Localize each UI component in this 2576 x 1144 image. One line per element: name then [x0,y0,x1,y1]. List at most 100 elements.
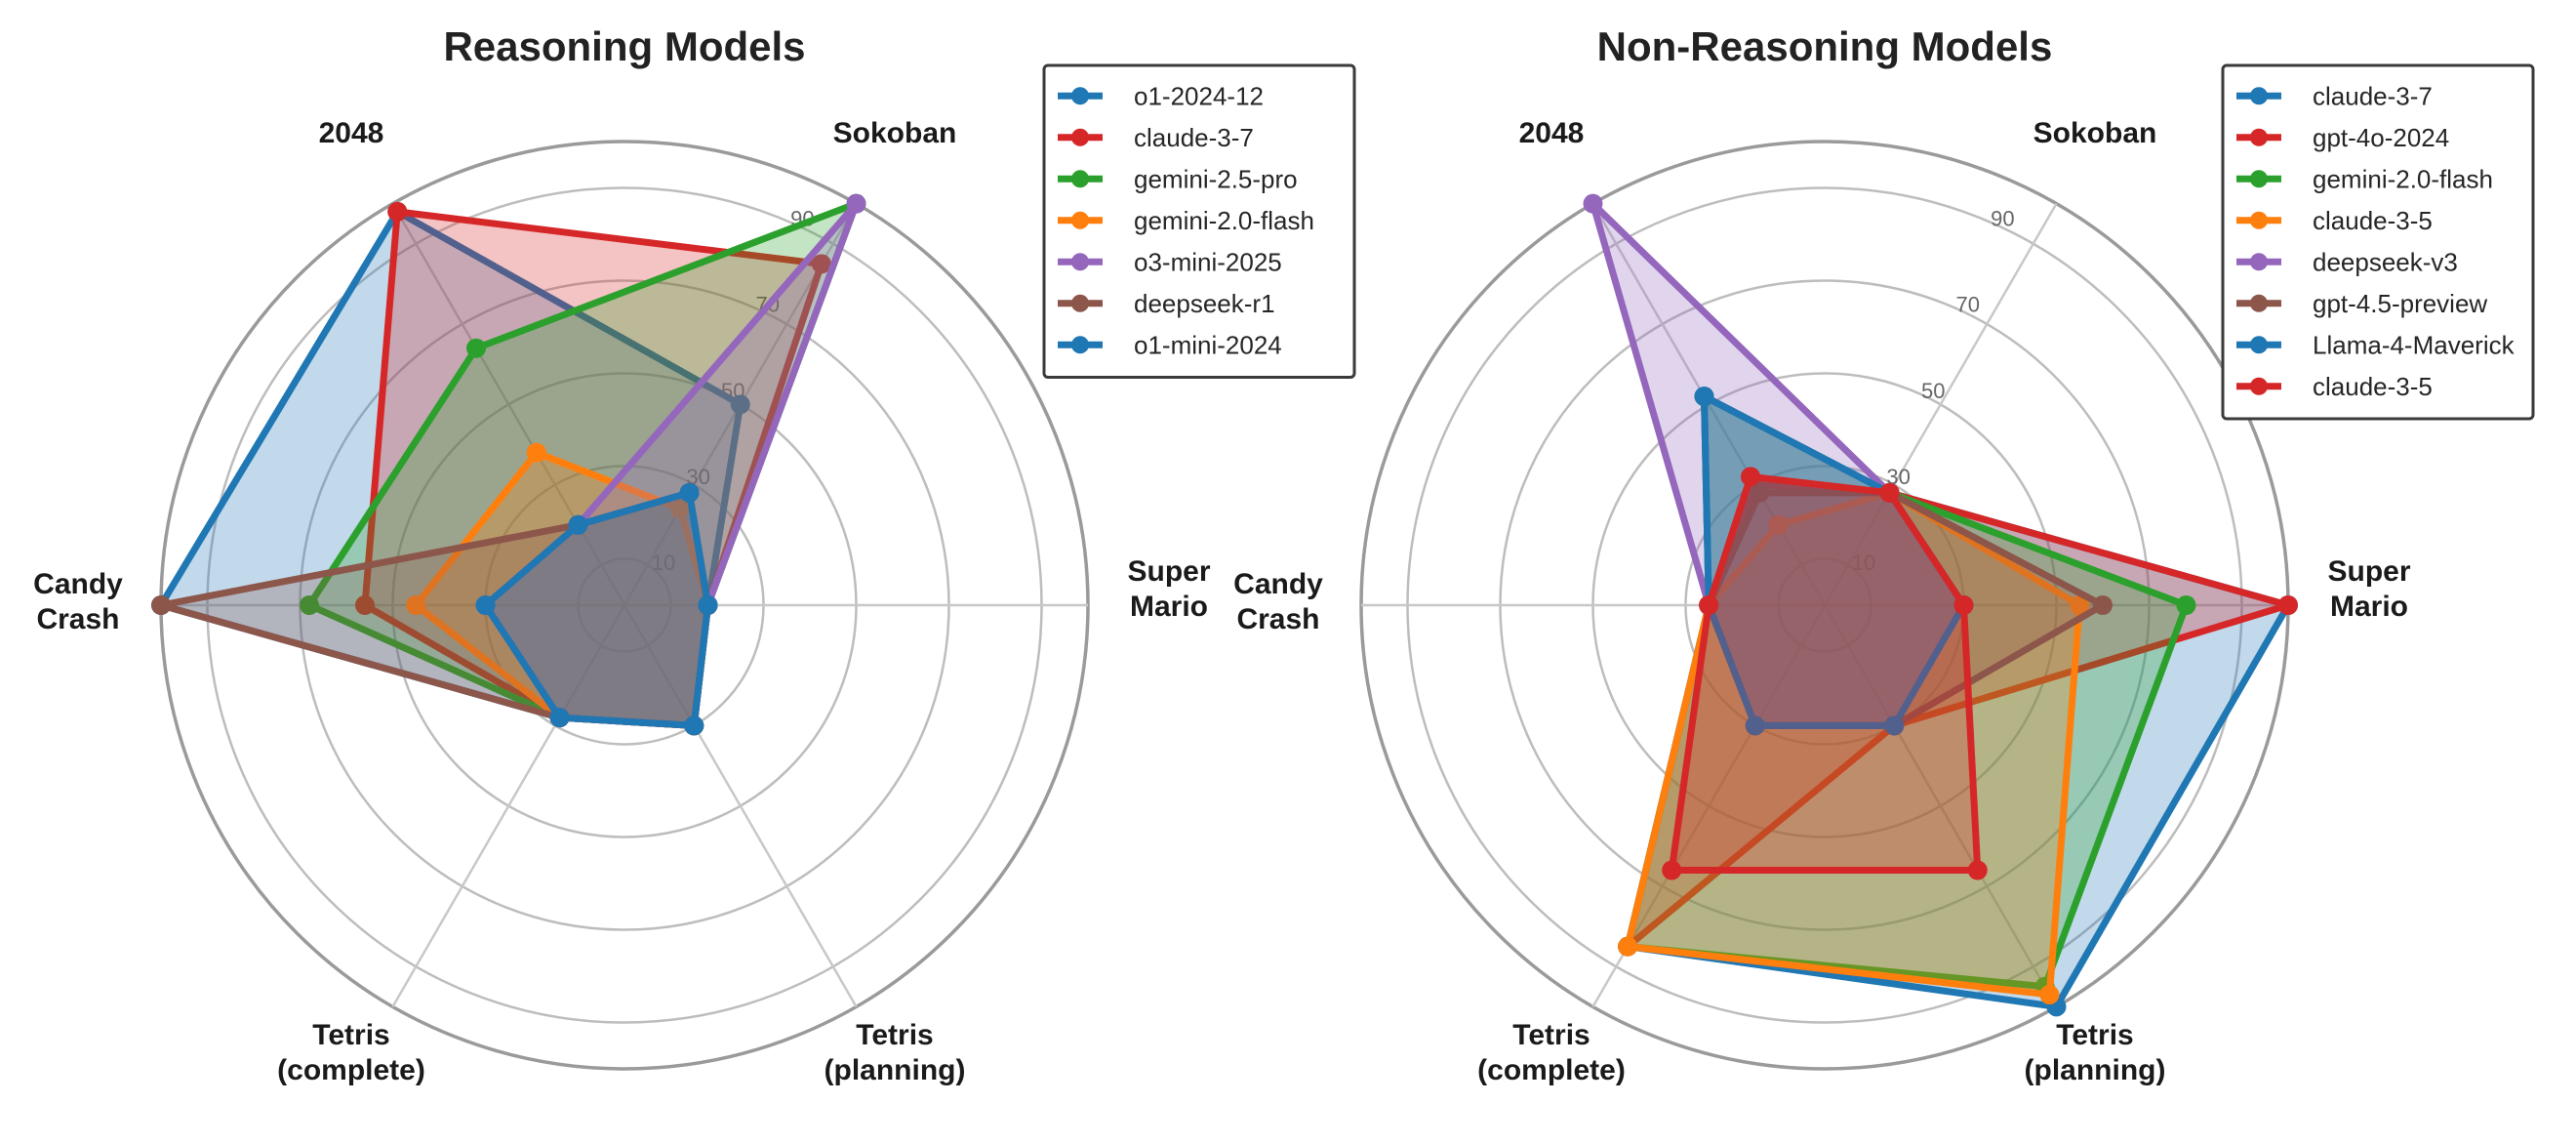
legend: o1-2024-12 claude-3-7 gemini-2.5-pro gemini… [1042,63,1356,379]
data-point [568,514,588,535]
axis-label: Candy Crash [33,568,123,635]
legend-marker [2250,377,2268,395]
data-point [1884,715,1905,736]
axis-spoke [623,604,858,1007]
axis-spoke [391,203,626,606]
legend-label: gemini-2.5-pro [1134,164,1298,193]
legend-label: gpt-4.5-preview [2313,289,2487,318]
data-point [475,595,496,615]
axis-label: Candy Crash [1233,568,1323,635]
data-point [355,595,375,615]
data-point [2093,595,2113,615]
legend-entry: claude-3-7 [1058,123,1254,152]
data-point [2039,985,2060,1005]
axis-label: Tetris (planning) [2025,1019,2166,1086]
legend-label: o1-mini-2024 [1134,330,1282,359]
legend-entry: claude-3-5 [2236,206,2433,235]
axis-spoke [391,604,626,1007]
data-point [1745,715,1765,736]
axis-spoke [1823,203,2058,606]
data-point [846,193,866,214]
data-point [300,595,319,615]
legend-marker [1071,170,1089,188]
radial-tick-label: 90 [1991,207,2014,231]
data-point [2176,595,2196,615]
data-point [406,595,426,615]
legend-marker [2250,170,2268,188]
data-point [526,442,546,463]
axis-label: Super Mario [1127,555,1210,623]
legend-entry: o1-mini-2024 [1058,330,1282,359]
legend-box [1042,63,1356,379]
legend-marker [2250,128,2268,146]
legend-marker [2250,211,2268,229]
data-point [151,595,171,615]
legend-label: gemini-2.0-flash [1134,206,1314,235]
data-point [1967,860,1988,880]
legend-entry: gpt-4.5-preview [2236,289,2487,318]
data-point [698,595,718,615]
data-point [1750,482,1770,503]
legend-marker [1071,128,1089,146]
data-point [2278,595,2298,615]
data-point [387,201,408,222]
data-point [670,499,690,519]
legend: claude-3-7 gpt-4o-2024 gemini-2.0-flash cla… [2221,63,2535,421]
radial-tick-label: 10 [1852,551,1875,575]
data-point [1699,595,1719,615]
data-point [1768,514,1789,535]
axis-label: Tetris (complete) [277,1019,425,1086]
legend-box [2221,63,2535,421]
legend-entry: gpt-4o-2024 [2236,123,2449,152]
chart-title: Non-Reasoning Models [1597,23,2053,69]
legend-entry: claude-3-7 [2236,81,2433,110]
chart-title: Reasoning Models [443,23,805,69]
legend-label: o3-mini-2025 [1134,247,1282,276]
legend-marker [1071,87,1089,105]
data-point [1953,595,1974,615]
axis-spoke [1823,604,2058,1007]
legend-entry: claude-3-5 [2236,372,2433,401]
legend-entry: gemini-2.0-flash [2236,164,2493,193]
axis-label: Super Mario [2327,555,2410,623]
series-claude-3-5 [1662,467,1988,880]
legend-marker [1071,294,1089,312]
legend-label: o1-2024-12 [1134,81,1264,110]
legend-label: gemini-2.0-flash [2313,164,2493,193]
radial-tick-label: 70 [1956,293,1980,317]
data-point [1741,467,1760,487]
legend-label: claude-3-5 [2313,372,2433,401]
data-point [684,715,704,736]
legend-label: claude-3-7 [1134,123,1254,152]
legend-entry: deepseek-r1 [1058,289,1275,318]
legend-marker [1071,253,1089,271]
radial-tick-label: 50 [1921,379,1945,403]
axis-label: Tetris (complete) [1477,1019,1626,1086]
legend-entry: o3-mini-2025 [1058,247,1282,276]
legend-entry: Llama-4-Maverick [2236,330,2516,359]
data-point [730,394,750,415]
legend-label: deepseek-v3 [2313,247,2458,276]
data-point [1694,387,1714,407]
data-point [2070,595,2090,615]
axis-label: Sokoban [2033,117,2157,149]
series-o1-mini-2024 [475,482,718,736]
legend-label: Llama-4-Maverick [2313,330,2516,359]
axis-label: Tetris (planning) [825,1019,966,1086]
data-point [549,708,570,728]
legend-marker [1071,336,1089,354]
axis-label: Sokoban [833,117,957,149]
legend-marker [1071,211,1089,229]
legend-marker [2250,253,2268,271]
legend-entry: gemini-2.0-flash [1058,206,1314,235]
legend-entry: gemini-2.5-pro [1058,164,1298,193]
data-point [679,482,700,503]
data-point [466,338,486,358]
data-point [1879,482,1900,503]
legend-marker [2250,294,2268,312]
legend-label: claude-3-5 [2313,206,2433,235]
axis-label: 2048 [1519,117,1585,149]
